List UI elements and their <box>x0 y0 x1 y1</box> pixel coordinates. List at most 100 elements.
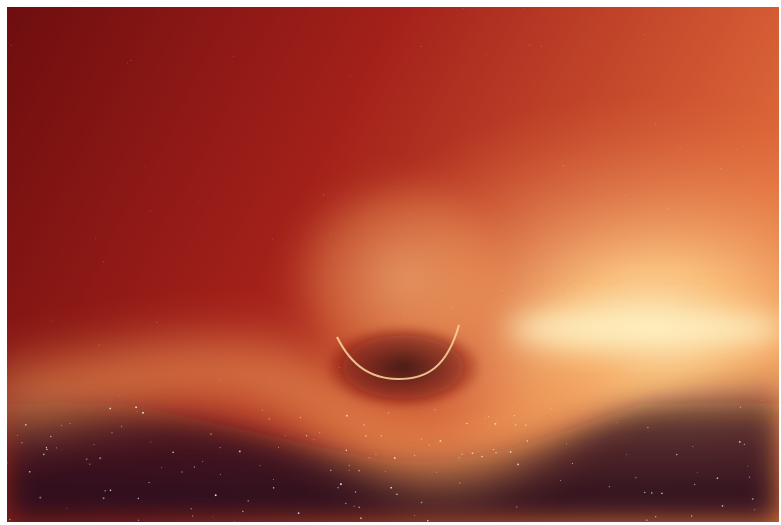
star <box>461 453 463 455</box>
star <box>156 322 158 323</box>
lensing-halo <box>282 172 522 382</box>
star <box>514 423 517 426</box>
star <box>488 416 490 418</box>
black-hole-illustration <box>7 7 779 522</box>
star <box>691 515 693 517</box>
star <box>144 165 146 167</box>
star <box>465 422 468 425</box>
star <box>696 471 698 473</box>
star <box>494 422 497 425</box>
star <box>358 506 360 509</box>
star <box>202 461 204 462</box>
star <box>345 502 347 505</box>
star <box>459 482 461 484</box>
star <box>485 54 487 56</box>
star <box>375 454 377 456</box>
star <box>212 516 214 518</box>
star <box>339 483 342 486</box>
star <box>526 440 529 442</box>
star <box>149 308 151 310</box>
star <box>50 435 52 438</box>
star <box>60 425 62 427</box>
star <box>95 238 97 240</box>
star <box>284 435 286 437</box>
star <box>323 194 324 196</box>
star <box>643 491 646 494</box>
star <box>420 501 423 504</box>
star <box>566 443 568 445</box>
star <box>679 148 681 150</box>
star <box>514 356 516 358</box>
star <box>365 435 367 437</box>
star <box>566 288 568 290</box>
star <box>358 469 361 472</box>
star <box>380 435 382 437</box>
star <box>210 433 212 436</box>
star <box>616 422 618 424</box>
star <box>261 409 263 411</box>
star <box>676 453 678 456</box>
star <box>525 424 527 426</box>
star <box>626 453 628 455</box>
star <box>306 435 308 437</box>
star <box>693 483 696 485</box>
star <box>439 440 442 442</box>
star <box>142 411 144 414</box>
star <box>219 473 221 475</box>
star <box>24 423 27 426</box>
photon-ring <box>336 324 460 381</box>
star <box>192 515 194 517</box>
star <box>89 463 91 465</box>
star <box>338 367 340 368</box>
star <box>238 450 241 453</box>
star <box>363 424 365 426</box>
star <box>502 289 503 291</box>
star <box>748 476 751 478</box>
star <box>170 326 172 328</box>
star <box>458 457 460 459</box>
star <box>350 75 351 77</box>
star <box>563 165 565 167</box>
star <box>21 441 23 444</box>
star <box>10 44 12 46</box>
star <box>118 395 120 397</box>
star <box>471 452 474 455</box>
star <box>348 464 350 466</box>
star <box>109 407 112 410</box>
star <box>219 447 221 449</box>
star <box>28 470 31 473</box>
star <box>345 414 348 417</box>
star <box>103 261 104 263</box>
star <box>109 489 112 492</box>
star <box>509 451 512 453</box>
star <box>519 374 521 376</box>
star <box>735 149 737 151</box>
star <box>661 492 663 495</box>
star <box>46 448 48 451</box>
star <box>42 453 45 456</box>
star <box>353 505 355 507</box>
star <box>436 471 438 473</box>
star <box>647 426 649 429</box>
star <box>692 446 694 448</box>
star <box>428 444 430 446</box>
star <box>148 482 150 484</box>
star <box>329 233 331 235</box>
star <box>387 412 389 414</box>
star <box>644 33 646 35</box>
star <box>608 486 610 488</box>
star <box>39 496 42 499</box>
star <box>523 7 525 9</box>
star <box>66 507 68 509</box>
star <box>9 518 11 521</box>
star <box>368 457 370 459</box>
star <box>645 519 648 522</box>
star <box>495 451 497 454</box>
star <box>672 234 674 236</box>
star <box>484 417 486 419</box>
star <box>450 307 452 309</box>
star <box>51 320 53 322</box>
star <box>753 509 755 511</box>
star <box>259 465 261 467</box>
star <box>385 471 387 472</box>
